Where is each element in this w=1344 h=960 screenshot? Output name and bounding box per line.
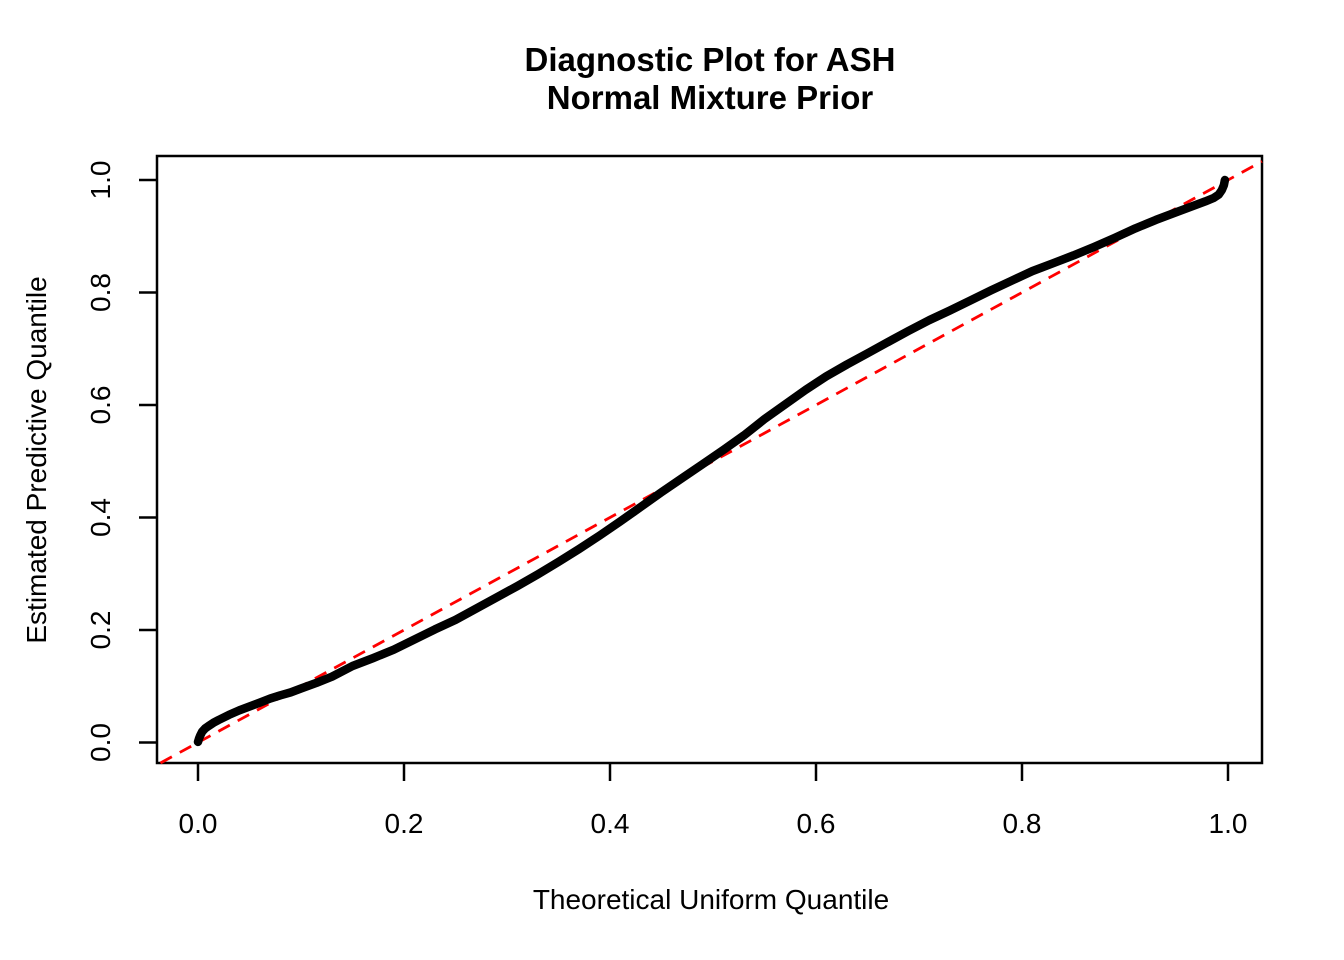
x-tick-label: 0.8 bbox=[1003, 808, 1042, 839]
x-tick-label: 0.2 bbox=[385, 808, 424, 839]
x-tick-label: 0.4 bbox=[591, 808, 630, 839]
y-tick-label: 0.0 bbox=[85, 723, 116, 762]
x-tick-label: 0.6 bbox=[797, 808, 836, 839]
y-tick-label: 0.2 bbox=[85, 611, 116, 650]
plot-title-line2: Normal Mixture Prior bbox=[547, 79, 874, 116]
plot-box bbox=[155, 154, 1264, 765]
plot-title-line1: Diagnostic Plot for ASH bbox=[525, 41, 896, 78]
x-axis-ticks: 0.0 0.2 0.4 0.6 0.8 1.0 bbox=[179, 763, 1248, 839]
y-tick-label: 0.6 bbox=[85, 386, 116, 425]
y-axis-ticks: 0.0 0.2 0.4 0.6 0.8 1.0 bbox=[85, 161, 157, 762]
x-tick-label: 1.0 bbox=[1209, 808, 1248, 839]
x-tick-label: 0.0 bbox=[179, 808, 218, 839]
y-tick-label: 0.8 bbox=[85, 273, 116, 312]
x-axis-title: Theoretical Uniform Quantile bbox=[533, 884, 889, 915]
y-axis-title: Estimated Predictive Quantile bbox=[21, 276, 52, 643]
qq-curve bbox=[193, 175, 1230, 747]
y-tick-label: 1.0 bbox=[85, 161, 116, 200]
y-tick-label: 0.4 bbox=[85, 498, 116, 537]
